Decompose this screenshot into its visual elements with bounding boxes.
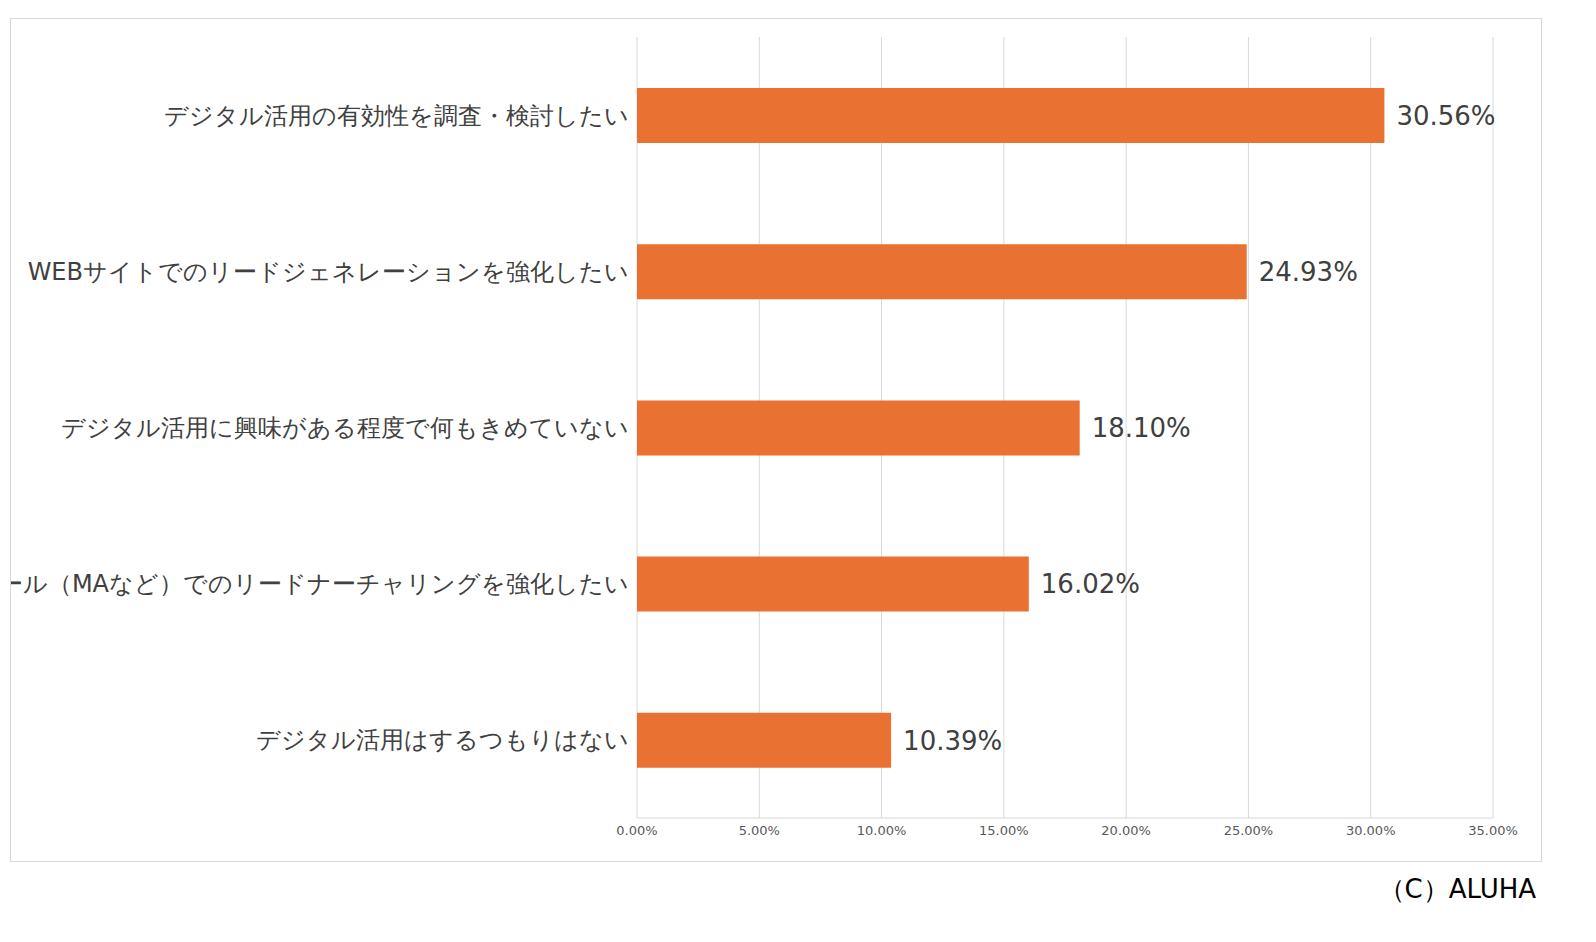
svg-text:15.00%: 15.00% [979,823,1029,838]
svg-text:30.00%: 30.00% [1346,823,1396,838]
svg-text:デジタル活用はするつもりはない: デジタル活用はするつもりはない [256,726,629,754]
svg-text:35.00%: 35.00% [1468,823,1518,838]
svg-text:デジタル活用の有効性を調査・検討したい: デジタル活用の有効性を調査・検討したい [164,102,629,130]
svg-text:20.00%: 20.00% [1101,823,1151,838]
html-text:（C）ALUHA: （C）ALUHA [1378,874,1536,904]
svg-text:0.00%: 0.00% [616,823,657,838]
svg-text:デジタル活用に興味がある程度で何もきめていない: デジタル活用に興味がある程度で何もきめていない [61,414,629,442]
svg-text:24.93%: 24.93% [1259,257,1358,287]
svg-text:10.00%: 10.00% [857,823,907,838]
svg-text:25.00%: 25.00% [1224,823,1274,838]
svg-text:18.10%: 18.10% [1092,413,1191,443]
svg-text:30.56%: 30.56% [1396,101,1495,131]
svg-text:5.00%: 5.00% [739,823,780,838]
svg-text:10.39%: 10.39% [903,726,1002,756]
svg-text:16.02%: 16.02% [1041,569,1140,599]
svg-text:メール（MAなど）でのリードナーチャリングを強化したい: メール（MAなど）でのリードナーチャリングを強化したい [11,570,629,598]
svg-text:WEBサイトでのリードジェネレーションを強化したい: WEBサイトでのリードジェネレーションを強化したい [28,258,629,286]
